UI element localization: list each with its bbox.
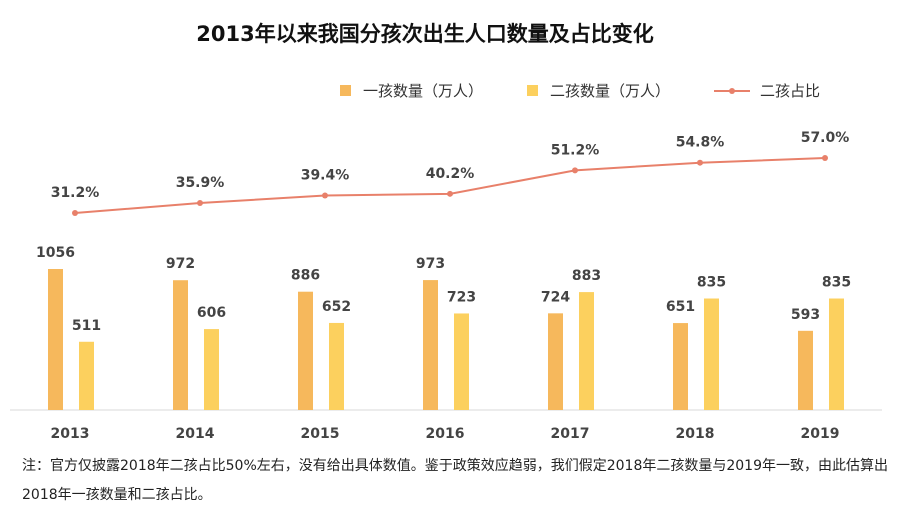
bar-data-label: 973 [416, 256, 445, 272]
bar-second-child [579, 292, 594, 410]
legend: 一孩数量（万人） 二孩数量（万人） 二孩占比 [340, 80, 864, 101]
bar-first-child [423, 280, 438, 410]
bar-first-child [173, 280, 188, 410]
bar-data-label: 511 [72, 318, 101, 334]
bar-data-label: 1056 [36, 245, 75, 261]
bar-data-label: 883 [572, 268, 601, 284]
legend-item-second-child-share: 二孩占比 [714, 80, 820, 101]
bar-first-child [48, 269, 63, 410]
bar-second-child [204, 329, 219, 410]
x-tick-label: 2018 [676, 426, 715, 442]
share-point [322, 192, 328, 199]
bar-second-child [329, 322, 344, 410]
legend-label: 二孩占比 [760, 82, 821, 100]
x-tick-label: 2015 [301, 426, 340, 442]
legend-label: 一孩数量（万人） [363, 82, 484, 100]
bar-first-child [673, 323, 688, 410]
bar-data-label: 593 [791, 307, 820, 323]
share-data-label: 40.2% [426, 166, 475, 182]
share-data-label: 57.0% [801, 130, 850, 146]
bar-second-child [704, 298, 719, 410]
x-tick-label: 2019 [801, 426, 840, 442]
bar-data-label: 886 [291, 268, 320, 284]
chart-title: 2013年以来我国分孩次出生人口数量及占比变化 [196, 22, 654, 46]
legend-item-second-child: 二孩数量（万人） [527, 80, 670, 101]
x-tick-label: 2017 [551, 426, 590, 442]
bar-second-child [454, 313, 469, 410]
share-point [822, 155, 828, 161]
share-data-label: 39.4% [301, 168, 350, 184]
legend-item-first-child: 一孩数量（万人） [340, 80, 483, 101]
bar-first-child [798, 330, 813, 410]
bar-data-label: 835 [697, 275, 726, 291]
share-point [197, 199, 203, 206]
bar-data-label: 723 [447, 289, 476, 305]
footnote: 注：官方仅披露2018年二孩占比50%左右，没有给出具体数值。鉴于政策效应趋弱，… [22, 458, 889, 503]
share-data-label: 35.9% [176, 175, 225, 191]
bar-first-child [548, 313, 563, 410]
x-tick-label: 2016 [426, 426, 465, 442]
legend-line [714, 87, 751, 94]
bar-data-label: 606 [197, 305, 226, 321]
bar-second-child [829, 298, 844, 410]
bar-second-child [79, 341, 94, 410]
share-point [447, 190, 453, 197]
share-data-label: 51.2% [551, 142, 600, 158]
bar-data-label: 835 [822, 275, 851, 291]
bar-data-label: 724 [541, 289, 570, 305]
x-tick-label: 2014 [176, 426, 215, 442]
share-point [697, 159, 703, 166]
share-point [572, 167, 578, 174]
bar-data-label: 652 [322, 299, 351, 315]
bar-data-label: 651 [666, 299, 695, 315]
legend-swatch [527, 85, 539, 96]
share-point [72, 210, 78, 216]
x-tick-label: 2013 [51, 426, 90, 442]
bar-data-label: 972 [166, 256, 195, 272]
legend-label: 二孩数量（万人） [550, 82, 671, 100]
bar-first-child [298, 291, 313, 410]
share-data-label: 31.2% [51, 185, 100, 201]
share-data-label: 54.8% [676, 135, 725, 151]
legend-swatch [340, 85, 351, 96]
